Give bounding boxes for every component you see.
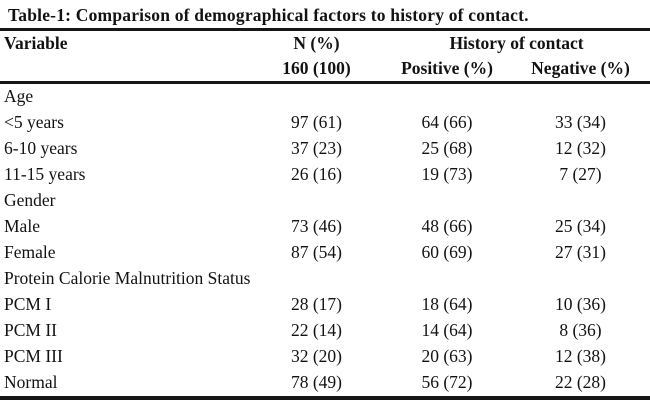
cell-negative: 7 (27)	[559, 164, 602, 185]
cell-negative: 33 (34)	[554, 112, 607, 133]
demographics-table: Variable N (%) History of contact 160 (1…	[0, 28, 650, 400]
cell-negative: 25 (34)	[554, 216, 607, 237]
row-label: Normal	[4, 372, 58, 393]
table-row: PCM II 22 (14) 14 (64) 8 (36)	[0, 318, 650, 344]
table-row: Normal 78 (49) 56 (72) 22 (28)	[0, 370, 650, 398]
cell-negative: 27 (31)	[554, 242, 607, 263]
header-positive: Positive (%)	[383, 56, 511, 84]
row-label: PCM II	[4, 320, 57, 341]
row-label: PCM I	[4, 294, 52, 315]
cell-negative: 10 (36)	[554, 294, 607, 315]
section-row-pcm-status: Protein Calorie Malnutrition Status	[0, 266, 650, 292]
header-row-2: 160 (100) Positive (%) Negative (%)	[0, 56, 650, 84]
section-label: Age	[4, 86, 34, 107]
row-label: Male	[4, 216, 40, 237]
cell-positive: 56 (72)	[421, 372, 473, 393]
header-empty-cell	[0, 56, 250, 84]
cell-positive: 20 (63)	[421, 346, 473, 367]
section-row-gender: Gender	[0, 188, 650, 214]
header-history-of-contact: History of contact	[449, 32, 584, 53]
row-label: <5 years	[4, 112, 64, 133]
header-n-label: N (%)	[293, 32, 340, 53]
header-variable: Variable	[4, 32, 68, 53]
header-negative: Negative (%)	[511, 56, 650, 84]
cell-positive: 64 (66)	[421, 112, 473, 133]
table-row: 11-15 years 26 (16) 19 (73) 7 (27)	[0, 162, 650, 188]
table-row: Female 87 (54) 60 (69) 27 (31)	[0, 240, 650, 266]
table-row: PCM I 28 (17) 18 (64) 10 (36)	[0, 292, 650, 318]
cell-positive: 14 (64)	[421, 320, 473, 341]
cell-negative: 12 (32)	[554, 138, 607, 159]
cell-n: 22 (14)	[290, 320, 343, 341]
table-row: <5 years 97 (61) 64 (66) 33 (34)	[0, 110, 650, 136]
row-label: 11-15 years	[4, 164, 86, 185]
table-row: PCM III 32 (20) 20 (63) 12 (38)	[0, 344, 650, 370]
cell-n: 32 (20)	[290, 346, 343, 367]
section-label: Gender	[4, 190, 56, 211]
paper-table-figure: Table-1: Comparison of demographical fac…	[0, 5, 650, 400]
header-row-1: Variable N (%) History of contact	[0, 30, 650, 57]
cell-n: 87 (54)	[290, 242, 343, 263]
table-row: Male 73 (46) 48 (66) 25 (34)	[0, 214, 650, 240]
cell-negative: 22 (28)	[554, 372, 607, 393]
cell-n: 97 (61)	[290, 112, 343, 133]
cell-negative: 8 (36)	[559, 320, 602, 341]
header-n-total: 160 (100)	[250, 56, 383, 84]
cell-n: 78 (49)	[290, 372, 343, 393]
cell-positive: 60 (69)	[421, 242, 473, 263]
cell-n: 28 (17)	[290, 294, 343, 315]
cell-positive: 18 (64)	[421, 294, 473, 315]
cell-n: 73 (46)	[290, 216, 343, 237]
table-row: 6-10 years 37 (23) 25 (68) 12 (32)	[0, 136, 650, 162]
cell-positive: 48 (66)	[421, 216, 473, 237]
table-caption: Table-1: Comparison of demographical fac…	[8, 5, 529, 25]
row-label: PCM III	[4, 346, 63, 367]
row-label: 6-10 years	[4, 138, 78, 159]
row-label: Female	[4, 242, 56, 263]
section-label: Protein Calorie Malnutrition Status	[4, 268, 251, 289]
table-header: Variable N (%) History of contact 160 (1…	[0, 30, 650, 84]
table-body: Age <5 years 97 (61) 64 (66) 33 (34) 6-1…	[0, 83, 650, 399]
cell-negative: 12 (38)	[554, 346, 607, 367]
cell-n: 37 (23)	[290, 138, 343, 159]
cell-n: 26 (16)	[290, 164, 343, 185]
cell-positive: 25 (68)	[421, 138, 473, 159]
cell-positive: 19 (73)	[421, 164, 473, 185]
section-row-age: Age	[0, 83, 650, 111]
